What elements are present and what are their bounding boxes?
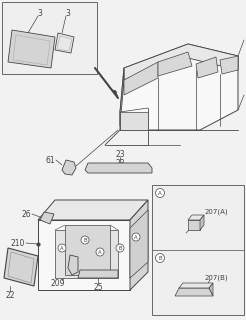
Text: 207(B): 207(B) (204, 275, 228, 281)
Polygon shape (38, 200, 148, 220)
Circle shape (132, 233, 140, 241)
Text: 26: 26 (21, 210, 31, 219)
Polygon shape (62, 160, 76, 175)
Polygon shape (68, 255, 78, 275)
Text: 22: 22 (5, 291, 15, 300)
Text: 3: 3 (38, 9, 43, 18)
Circle shape (155, 188, 165, 197)
Text: B: B (118, 245, 122, 251)
Circle shape (116, 244, 124, 252)
Polygon shape (175, 288, 213, 296)
Polygon shape (120, 112, 148, 130)
Polygon shape (220, 56, 238, 74)
Circle shape (96, 248, 104, 256)
Text: B: B (83, 237, 87, 243)
Polygon shape (55, 230, 118, 278)
Polygon shape (130, 210, 148, 278)
Text: 61: 61 (45, 156, 55, 164)
Bar (152, 185, 244, 315)
Polygon shape (188, 215, 204, 220)
Polygon shape (188, 220, 200, 230)
Polygon shape (8, 30, 55, 68)
Polygon shape (55, 33, 74, 53)
Text: 207(A): 207(A) (204, 209, 228, 215)
Circle shape (58, 244, 66, 252)
Polygon shape (124, 44, 238, 80)
Polygon shape (120, 44, 238, 130)
Circle shape (155, 253, 165, 262)
Polygon shape (40, 212, 54, 224)
Polygon shape (158, 52, 192, 76)
Text: 209: 209 (51, 278, 65, 287)
Polygon shape (113, 90, 118, 98)
Polygon shape (4, 248, 38, 286)
Polygon shape (200, 215, 204, 230)
Text: 23: 23 (115, 149, 125, 158)
Text: 3: 3 (66, 9, 70, 18)
Polygon shape (85, 163, 152, 173)
Polygon shape (209, 283, 213, 296)
Polygon shape (179, 283, 213, 288)
Polygon shape (120, 68, 124, 126)
Text: A: A (60, 245, 64, 251)
Polygon shape (124, 62, 158, 95)
Text: 25: 25 (93, 283, 103, 292)
Polygon shape (38, 220, 130, 290)
Circle shape (81, 236, 89, 244)
Polygon shape (196, 57, 218, 78)
Polygon shape (65, 225, 110, 275)
Bar (2, 2, 97, 74)
Text: A: A (98, 250, 102, 254)
Text: A: A (134, 235, 138, 239)
Text: 210: 210 (11, 238, 25, 247)
Polygon shape (130, 200, 148, 290)
Text: A: A (158, 190, 162, 196)
Text: 23: 23 (115, 158, 125, 167)
Polygon shape (78, 270, 118, 278)
Text: B: B (158, 255, 162, 260)
